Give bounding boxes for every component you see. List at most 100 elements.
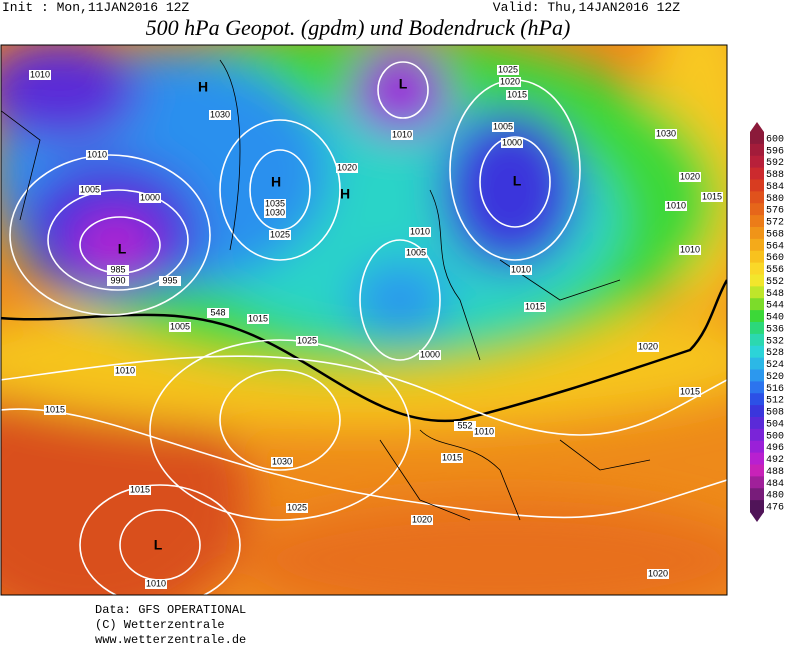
isobar-label: 1025 [498, 64, 518, 74]
label-bg [391, 130, 413, 140]
pressure-center: H [340, 186, 350, 202]
label-bg [405, 248, 427, 258]
isobar-label: 1015 [702, 191, 722, 201]
label-bg [139, 193, 161, 203]
label-bg [286, 503, 308, 513]
pressure-center: H [198, 79, 208, 95]
colorbar-label: 600 [766, 134, 784, 145]
isobar-label: 1010 [87, 149, 107, 159]
label-bg [665, 201, 687, 211]
colorbar-swatch [750, 310, 764, 323]
colorbar-label: 500 [766, 431, 784, 442]
isobar-label: 1010 [680, 244, 700, 254]
label-bg [159, 276, 181, 286]
label-bg [441, 453, 463, 463]
colorbar-label: 572 [766, 218, 784, 229]
colorbar-label: 488 [766, 467, 784, 478]
label-bg [679, 245, 701, 255]
colorbar-tip [750, 122, 764, 132]
isobar-label: 1010 [666, 200, 686, 210]
coastlines [1, 59, 651, 521]
colorbar-swatch [750, 500, 764, 513]
isobar-label: 1010 [392, 129, 412, 139]
label-bg [207, 308, 229, 318]
field-blob [1, 370, 250, 595]
isobar-label: 1000 [140, 192, 160, 202]
colorbar-swatch [750, 250, 764, 264]
footer-line: (C) Wetterzentrale [95, 618, 225, 632]
field-blob [240, 500, 727, 595]
colorbar-label: 484 [766, 479, 784, 490]
label-bg [114, 366, 136, 376]
colorbar-label: 524 [766, 360, 784, 371]
isobar-label: 1020 [638, 341, 658, 351]
colorbar-label: 596 [766, 146, 784, 157]
colorbar-swatch [750, 428, 764, 442]
isobar-label: 1005 [493, 121, 513, 131]
isobar-label: 1030 [210, 109, 230, 119]
pressure-center: L [154, 537, 163, 553]
label-bg [497, 65, 519, 75]
isobar-label: 1005 [406, 247, 426, 257]
label-bg [79, 185, 101, 195]
colorbar-label: 532 [766, 336, 784, 347]
label-bg [409, 227, 431, 237]
colorbar-label: 536 [766, 324, 784, 335]
label-bg [129, 485, 151, 495]
label-bg [492, 122, 514, 132]
label-bg [473, 427, 495, 437]
colorbar-label: 568 [766, 229, 784, 240]
colorbar-swatch [750, 274, 764, 287]
colorbar-label: 492 [766, 455, 784, 466]
isobar-label: 990 [110, 275, 125, 285]
field-blob [440, 110, 580, 270]
colorbar-swatch [750, 238, 764, 252]
label-bg [336, 163, 358, 173]
field-blob [1, 45, 140, 140]
colorbar-label: 512 [766, 396, 784, 407]
colorbar-swatch [750, 381, 764, 394]
colorbar-swatch [750, 476, 764, 489]
pressure-center: L [118, 241, 127, 257]
colorbar-tip [750, 512, 764, 522]
isobar-label: 1010 [511, 264, 531, 274]
colorbar-swatch [750, 143, 764, 157]
label-bg [637, 342, 659, 352]
colorbar-swatch [750, 357, 764, 370]
isobar-label: 1015 [45, 404, 65, 414]
label-bg [647, 569, 669, 579]
label-bg [271, 457, 293, 467]
colorbar-label: 584 [766, 182, 784, 193]
label-bg [107, 276, 129, 286]
isobar-label: 1015 [507, 89, 527, 99]
colorbar-swatch [750, 215, 764, 228]
isobar-label: 1020 [648, 568, 668, 578]
label-bg [86, 150, 108, 160]
isobar-label: 1020 [500, 76, 520, 86]
isobar-label: 1015 [680, 386, 700, 396]
label-bg [107, 265, 129, 275]
colorbar-swatch [750, 322, 764, 335]
isobar-label: 1025 [270, 229, 290, 239]
colorbar-swatch [750, 191, 764, 204]
colorbar-label: 564 [766, 241, 784, 252]
colorbar-label: 504 [766, 419, 784, 430]
colorbar-swatch [750, 464, 764, 477]
colorbar-label: 548 [766, 289, 784, 300]
colorbar-label: 476 [766, 503, 784, 514]
isobar-label: 985 [110, 264, 125, 274]
label-bg [679, 172, 701, 182]
colorbar-swatch [750, 440, 764, 454]
isobar-label: 1015 [248, 313, 268, 323]
isobar-label: 1035 [265, 198, 285, 208]
isobar-label: 1010 [474, 426, 494, 436]
isobar-label: 1020 [337, 162, 357, 172]
colorbar-swatch [750, 405, 764, 418]
colorbar-label: 560 [766, 253, 784, 264]
colorbar-label: 480 [766, 491, 784, 502]
colorbar-label: 592 [766, 158, 784, 169]
colorbar-label: 556 [766, 265, 784, 276]
map-title: 500 hPa Geopot. (gpdm) und Bodendruck (h… [146, 15, 571, 40]
